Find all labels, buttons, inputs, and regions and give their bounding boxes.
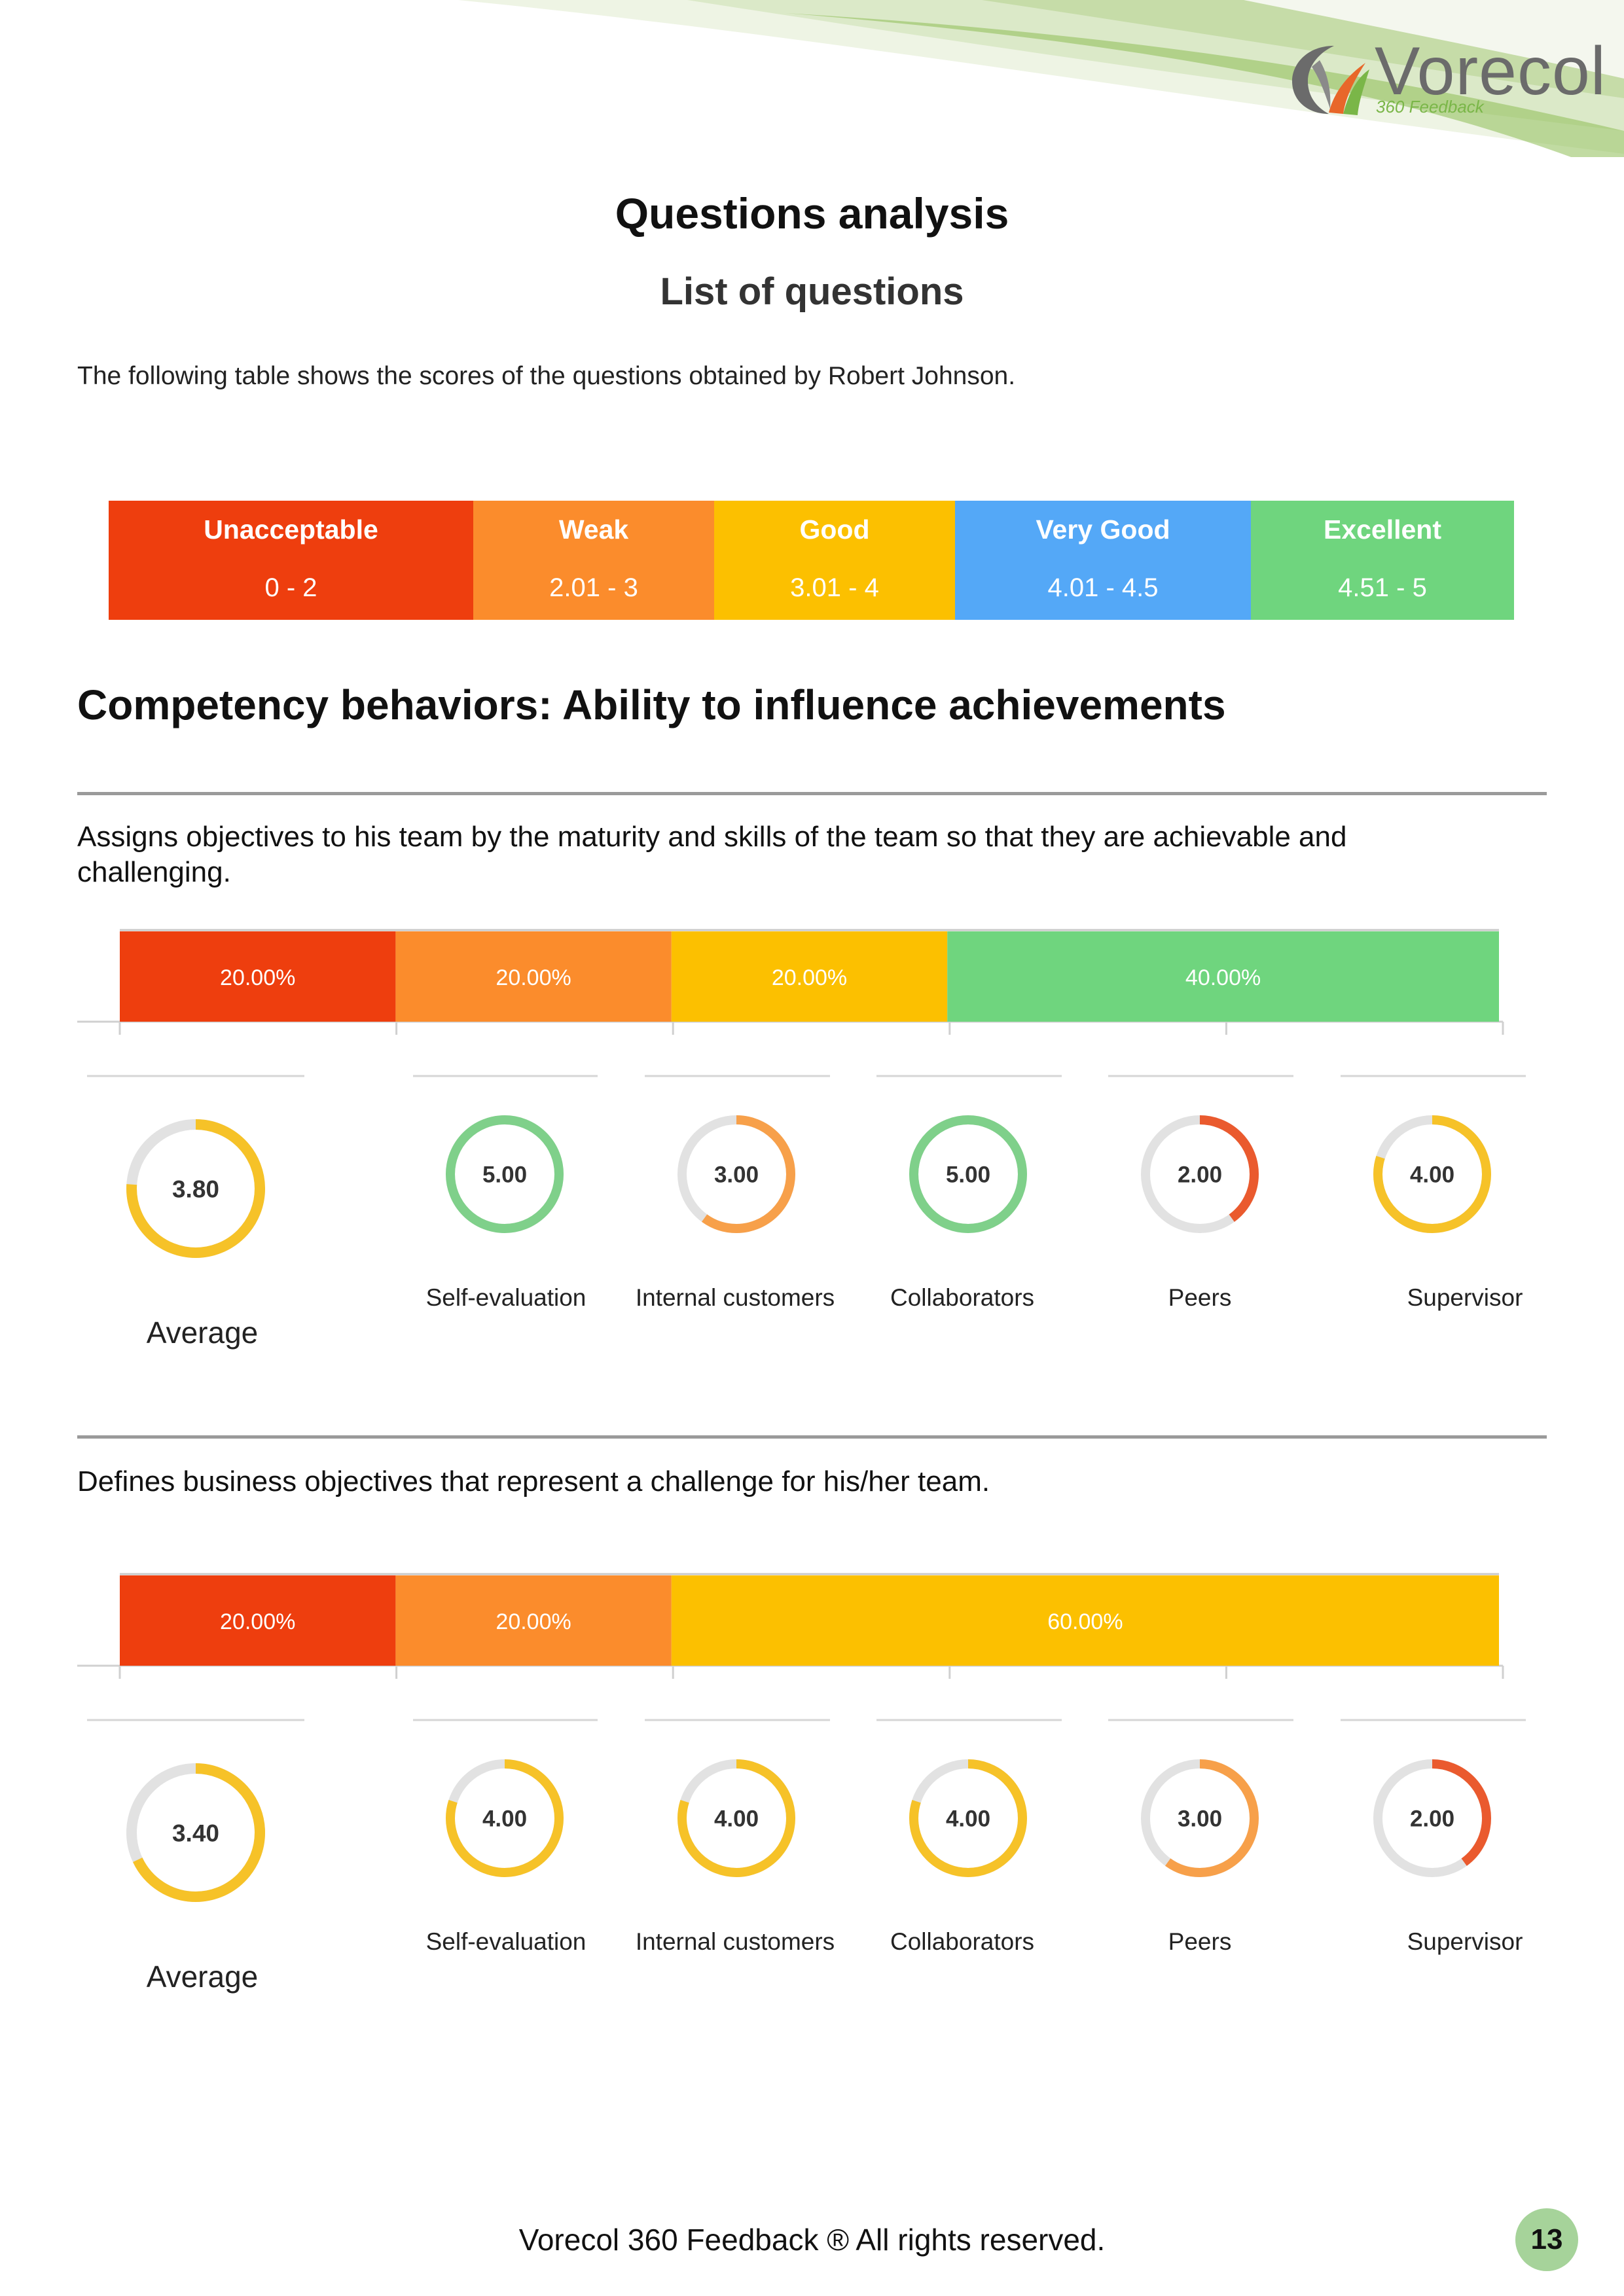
segment-label: 20.00%: [220, 965, 295, 990]
distribution-segment: [120, 931, 396, 1022]
gauge-arc: [126, 1119, 265, 1258]
gauge-arc: [1373, 1115, 1491, 1233]
group-label: Collaborators: [890, 1284, 1034, 1311]
gauge-arc: [909, 1115, 1027, 1233]
legend-range: 0 - 2: [264, 573, 317, 602]
legend-very-good: Very Good 4.01 - 4.5: [955, 501, 1251, 620]
page-title: Questions analysis: [615, 189, 1009, 238]
distribution-segment: [395, 1575, 672, 1666]
group-label: Supervisor: [1407, 1284, 1523, 1311]
gauge-arc: [1373, 1759, 1491, 1877]
segment-label: 60.00%: [1047, 1609, 1123, 1634]
legend-weak: Weak 2.01 - 3: [473, 501, 714, 620]
legend-label: Very Good: [1036, 514, 1170, 545]
segment-label: 20.00%: [496, 1609, 571, 1634]
divider: [77, 792, 1547, 795]
gauge-score: 3.40: [172, 1820, 219, 1846]
page-subtitle: List of questions: [660, 270, 964, 313]
score-gauges-1: 3.80 Average 5.00 Self-evaluation 3.00 Intern…: [87, 1075, 1526, 1350]
distribution-segment: [947, 931, 1499, 1022]
legend-label: Unacceptable: [204, 514, 378, 545]
score-legend: Unacceptable 0 - 2 Weak 2.01 - 3 Good 3.…: [109, 501, 1514, 620]
gauge-arc: [909, 1759, 1027, 1877]
legend-excellent: Excellent 4.51 - 5: [1251, 501, 1514, 620]
legend-label: Excellent: [1323, 514, 1442, 545]
logo-wordmark: Vorecol: [1375, 33, 1606, 109]
average-label: Average: [147, 1316, 259, 1350]
gauge-arc: [1141, 1115, 1259, 1233]
legend-range: 4.51 - 5: [1338, 573, 1427, 602]
question-text: Defines business objectives that represe…: [77, 1465, 990, 1498]
group-label: Peers: [1168, 1284, 1232, 1311]
page-number-badge: 13: [1515, 2208, 1578, 2271]
header-swoosh: [458, 0, 1624, 157]
gauge-arc: [677, 1759, 795, 1877]
group-label: Self-evaluation: [426, 1284, 586, 1311]
gauge-score: 3.00: [714, 1162, 759, 1188]
divider: [77, 1435, 1547, 1439]
segment-label: 20.00%: [496, 965, 571, 990]
gauge-score: 4.00: [482, 1806, 527, 1832]
distribution-bar-1: 20.00% 20.00% 20.00% 40.00%: [77, 929, 1504, 1035]
gauge-score: 4.00: [714, 1806, 759, 1832]
distribution-segment: [120, 1575, 396, 1666]
group-label: Self-evaluation: [426, 1928, 586, 1955]
footer-copyright: Vorecol 360 Feedback ® All rights reserv…: [518, 2223, 1106, 2257]
gauge-arc: [677, 1115, 795, 1233]
logo-subtitle: 360 Feedback: [1376, 97, 1484, 117]
gauge-arc: [446, 1115, 564, 1233]
group-label: Internal customers: [636, 1284, 835, 1311]
legend-label: Weak: [558, 514, 629, 545]
legend-range: 3.01 - 4: [790, 573, 879, 602]
vorecol-logo-icon: [1292, 46, 1369, 115]
competency-title: Competency behaviors: Ability to influen…: [77, 681, 1226, 728]
gauge-score: 2.00: [1178, 1162, 1222, 1188]
group-label: Supervisor: [1407, 1928, 1523, 1955]
gauge-arc: [446, 1759, 564, 1877]
gauge-score: 4.00: [1410, 1162, 1454, 1188]
gauge-score: 5.00: [482, 1162, 527, 1188]
gauge-arc: [1141, 1759, 1259, 1877]
gauge-arc: [126, 1763, 265, 1902]
legend-range: 4.01 - 4.5: [1047, 573, 1159, 602]
question-text: Assigns objectives to his team by the ma…: [77, 821, 1347, 888]
intro-text: The following table shows the scores of …: [77, 362, 1016, 390]
distribution-segment: [395, 931, 672, 1022]
legend-label: Good: [799, 514, 870, 545]
gauge-score: 3.00: [1178, 1806, 1222, 1832]
gauge-score: 2.00: [1410, 1806, 1454, 1832]
legend-unacceptable: Unacceptable 0 - 2: [109, 501, 473, 620]
average-label: Average: [147, 1960, 259, 1994]
legend-good: Good 3.01 - 4: [714, 501, 955, 620]
segment-label: 40.00%: [1185, 965, 1261, 990]
distribution-bar-2: 20.00% 20.00% 60.00%: [77, 1573, 1504, 1679]
group-label: Internal customers: [636, 1928, 835, 1955]
gauge-score: 4.00: [946, 1806, 990, 1832]
legend-range: 2.01 - 3: [549, 573, 638, 602]
score-gauges-2: 3.40 Average 4.00 Self-evaluation 4.00 Intern…: [87, 1719, 1526, 1994]
gauge-score: 3.80: [172, 1175, 219, 1202]
segment-label: 20.00%: [772, 965, 847, 990]
group-label: Peers: [1168, 1928, 1232, 1955]
distribution-segment: [671, 931, 948, 1022]
distribution-segment: [671, 1575, 1499, 1666]
gauge-score: 5.00: [946, 1162, 990, 1188]
group-label: Collaborators: [890, 1928, 1034, 1955]
segment-label: 20.00%: [220, 1609, 295, 1634]
